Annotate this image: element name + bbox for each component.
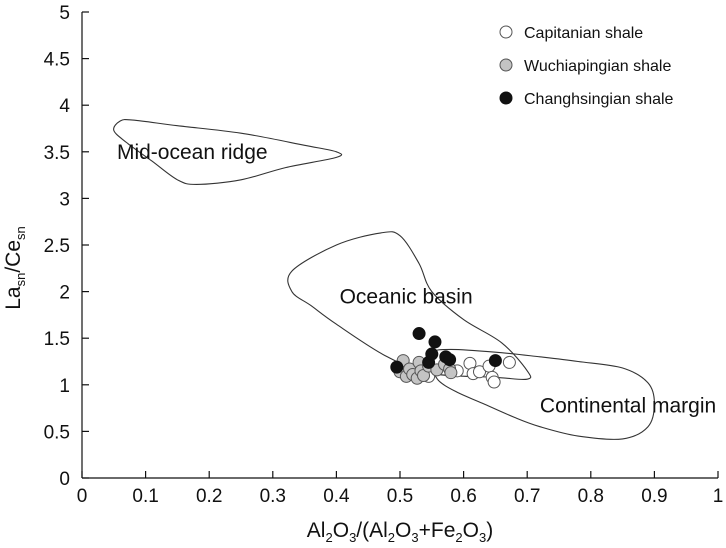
x-tick-label: 0.1 bbox=[132, 486, 158, 507]
x-tick-label: 0.6 bbox=[450, 486, 476, 507]
region-oceanic-basin-outline bbox=[287, 231, 532, 381]
legend-marker-wuchiapingian-shale bbox=[499, 58, 513, 72]
data-points-layer bbox=[390, 327, 516, 389]
y-axis-title: Lasn/Cesn bbox=[2, 226, 28, 310]
y-tick-label: 0 bbox=[59, 469, 70, 490]
x-tick-label: 1 bbox=[713, 486, 724, 507]
x-axis-title: Al2O3/(Al2O3+Fe2O3) bbox=[307, 519, 493, 545]
data-point-changhsingian-shale bbox=[390, 360, 404, 374]
y-tick-label: 1 bbox=[59, 376, 70, 397]
region-continental-margin-label: Continental margin bbox=[540, 394, 716, 417]
legend-label-wuchiapingian-shale: Wuchiapingian shale bbox=[524, 58, 671, 75]
y-tick-label: 0.5 bbox=[44, 422, 70, 443]
region-continental-margin-outline bbox=[429, 348, 655, 440]
y-tick-label: 2.5 bbox=[44, 236, 70, 257]
x-tick-label: 0.3 bbox=[260, 486, 286, 507]
data-point-changhsingian-shale bbox=[412, 327, 426, 341]
legend-marker-capitanian-shale bbox=[499, 25, 513, 39]
data-point-capitanian-shale bbox=[502, 355, 516, 369]
y-tick-label: 4 bbox=[59, 96, 70, 117]
y-tick-label: 3.5 bbox=[44, 143, 70, 164]
y-tick-group: 0 0.5 1 1.5 2 2.5 3 3.5 4 4.5 5 bbox=[44, 3, 89, 490]
data-point-capitanian-shale bbox=[487, 375, 501, 389]
x-tick-label: 0.4 bbox=[323, 486, 350, 507]
legend-marker-changhsingian-shale bbox=[499, 91, 513, 105]
x-tick-label: 0.2 bbox=[196, 486, 222, 507]
x-tick-group: 0 0.1 0.2 0.3 0.4 0.5 0.6 0.7 0.8 0.9 1 bbox=[77, 471, 724, 507]
x-tick-label: 0.7 bbox=[514, 486, 540, 507]
data-point-changhsingian-shale bbox=[425, 347, 439, 361]
data-point-changhsingian-shale bbox=[428, 335, 442, 349]
legend-label-changhsingian-shale: Changhsingian shale bbox=[524, 91, 674, 108]
legend: Capitanian shale Wuchiapingian shale Chang… bbox=[499, 25, 674, 108]
data-point-wuchiapingian-shale bbox=[444, 366, 458, 380]
y-tick-label: 3 bbox=[59, 189, 70, 210]
x-tick-label: 0.5 bbox=[387, 486, 413, 507]
legend-label-capitanian-shale: Capitanian shale bbox=[524, 25, 643, 42]
region-oceanic-basin-label: Oceanic basin bbox=[340, 285, 473, 308]
y-tick-label: 5 bbox=[59, 3, 70, 24]
x-tick-label: 0.8 bbox=[578, 486, 604, 507]
x-tick-label: 0.9 bbox=[641, 486, 667, 507]
data-point-changhsingian-shale bbox=[488, 354, 502, 368]
data-point-capitanian-shale bbox=[473, 365, 486, 379]
data-point-changhsingian-shale bbox=[443, 353, 457, 367]
x-tick-label: 0 bbox=[77, 486, 88, 507]
y-tick-label: 1.5 bbox=[44, 329, 70, 350]
y-tick-label: 2 bbox=[59, 283, 70, 304]
tectonic-region-layer: Mid-ocean ridge Oceanic basin Continental … bbox=[113, 119, 716, 440]
region-mid-ocean-ridge-label: Mid-ocean ridge bbox=[117, 141, 268, 164]
region-mid-ocean-ridge-outline bbox=[113, 119, 343, 185]
y-tick-label: 4.5 bbox=[44, 50, 70, 71]
